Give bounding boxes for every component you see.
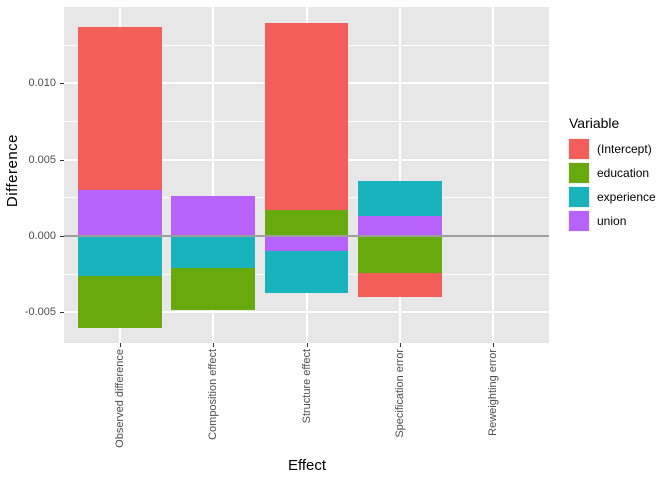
x-tick-mark xyxy=(213,343,215,347)
x-tick-mark xyxy=(493,343,495,347)
legend-item-label: union xyxy=(597,214,627,228)
y-axis-title: Difference xyxy=(4,134,21,208)
gridline-x xyxy=(398,7,401,343)
x-tick-label: Observed difference xyxy=(113,349,126,448)
bar-segment-Intercept xyxy=(357,273,442,298)
bar-segment-education xyxy=(77,276,162,328)
x-tick-label: Structure effect xyxy=(300,349,313,424)
x-axis-title: Effect xyxy=(287,457,327,474)
legend-item-label: (Intercept) xyxy=(597,142,652,156)
bar-segment-experience xyxy=(264,250,349,293)
bar-segment-Intercept xyxy=(77,26,162,191)
legend-item: union xyxy=(568,210,656,232)
y-tick-label: 0.010 xyxy=(28,77,56,90)
y-tick-mark xyxy=(60,83,64,85)
legend-item-label: experience xyxy=(597,190,656,204)
bar-segment-union xyxy=(77,190,162,237)
y-tick-mark xyxy=(60,312,64,314)
bar-segment-Intercept xyxy=(264,22,349,211)
legend-item: experience xyxy=(568,186,656,208)
y-tick-label: 0.005 xyxy=(28,153,56,166)
bar-segment-union xyxy=(171,196,256,237)
legend-key-swatch xyxy=(568,162,590,184)
bar-segment-education xyxy=(357,236,442,274)
bar-segment-experience xyxy=(77,236,162,277)
x-tick-mark xyxy=(306,343,308,347)
x-tick-mark xyxy=(399,343,401,347)
bar-segment-education xyxy=(171,268,256,311)
plot-panel xyxy=(64,7,549,343)
legend-item: education xyxy=(568,162,656,184)
bar-segment-union xyxy=(264,236,349,251)
x-tick-label: Specification error xyxy=(393,349,406,438)
y-tick-label: 0.000 xyxy=(28,230,56,243)
bar-segment-experience xyxy=(171,236,256,269)
legend-key-swatch xyxy=(568,186,590,208)
legend-key-swatch xyxy=(568,210,590,232)
x-tick-mark xyxy=(119,343,121,347)
bar-segment-experience xyxy=(357,181,442,217)
legend-key-swatch xyxy=(568,138,590,160)
gridline-x xyxy=(212,7,215,343)
zero-reference-line xyxy=(64,235,549,238)
x-tick-label: Reweighting error xyxy=(487,349,500,436)
y-tick-label: -0.005 xyxy=(24,306,56,319)
gridline-x xyxy=(492,7,495,343)
y-tick-mark xyxy=(60,236,64,238)
bar-segment-education xyxy=(264,210,349,237)
bar-segment-union xyxy=(357,216,442,237)
legend: Variable (Intercept) education experience u… xyxy=(568,115,656,235)
legend-items: (Intercept) education experience union xyxy=(568,138,656,232)
legend-item-label: education xyxy=(597,166,650,180)
y-tick-mark xyxy=(60,159,64,161)
legend-title: Variable xyxy=(569,115,620,131)
legend-item: (Intercept) xyxy=(568,138,656,160)
x-tick-label: Composition effect xyxy=(207,349,220,440)
